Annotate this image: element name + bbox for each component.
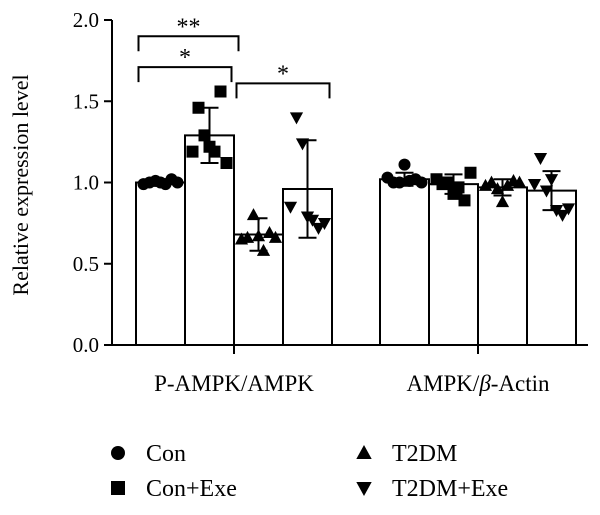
data-point: [555, 209, 570, 222]
data-point: [220, 157, 233, 169]
data-point: [398, 158, 411, 171]
bar: [233, 233, 284, 346]
bar: [379, 178, 430, 346]
square-marker-icon: [111, 481, 125, 495]
y-tick-label: 0.0: [73, 333, 99, 357]
data-point: [452, 181, 465, 194]
legend-label: Con: [146, 441, 186, 467]
legend-label: T2DM+Exe: [392, 476, 508, 502]
data-point: [490, 182, 505, 195]
data-point: [305, 214, 320, 227]
data-point: [311, 222, 326, 235]
data-point: [512, 175, 527, 188]
bar: [477, 186, 528, 346]
data-point: [484, 175, 499, 188]
data-point: [295, 138, 310, 151]
data-point: [478, 178, 493, 191]
data-point: [240, 230, 255, 243]
x-tick-label-part: -Actin: [491, 371, 550, 396]
data-point: [533, 153, 548, 166]
data-point: [458, 194, 471, 207]
significance-bracket: [235, 82, 331, 99]
y-tick-label: 0.5: [73, 252, 99, 276]
significance-label: **: [177, 14, 201, 40]
legend-item: Con: [111, 441, 186, 467]
circle-marker-icon: [111, 446, 125, 460]
data-point: [415, 176, 428, 189]
x-tick-label: P-AMPK/AMPK: [154, 371, 314, 396]
data-point: [283, 201, 298, 214]
significance-bracket: [137, 66, 233, 83]
legend-item: T2DM: [356, 441, 457, 467]
data-point: [246, 208, 261, 221]
x-tick-label: AMPK/β-Actin: [406, 371, 550, 396]
y-tick-label: 2.0: [73, 8, 99, 32]
significance-label: *: [179, 45, 191, 71]
y-axis: 0.0 0.5 1.0 1.5 2.0: [73, 8, 113, 357]
data-point: [198, 129, 211, 142]
y-tick-label: 1.0: [73, 171, 99, 195]
data-point: [442, 176, 455, 189]
plot-area: ****: [135, 14, 577, 346]
y-axis-label: Relative expression level: [8, 74, 33, 295]
data-point: [214, 85, 227, 98]
data-point: [192, 101, 205, 114]
y-tick-label: 1.5: [73, 89, 99, 113]
data-point: [561, 203, 576, 216]
significance-bracket: [137, 35, 240, 52]
x-tick-label-part: AMPK/: [406, 371, 479, 396]
data-point: [171, 176, 184, 189]
bar: [184, 134, 235, 346]
bar: [526, 189, 577, 346]
data-point: [289, 112, 304, 125]
bar: [135, 181, 186, 346]
data-point: [262, 225, 277, 238]
legend-item: T2DM+Exe: [356, 476, 508, 502]
data-point: [464, 166, 477, 179]
x-tick-label-part: P-AMPK/AMPK: [154, 371, 314, 396]
triangledown-marker-icon: [356, 482, 372, 497]
x-tick-label-italic: β: [478, 371, 491, 396]
legend-item: Con+Exe: [111, 476, 237, 502]
data-point: [500, 178, 515, 191]
data-point: [527, 179, 542, 192]
data-point: [268, 230, 283, 243]
data-point: [495, 195, 510, 208]
data-point: [317, 218, 332, 231]
legend-label: Con+Exe: [146, 476, 237, 502]
legend: Con Con+Exe T2DM T2DM+Exe: [111, 441, 508, 502]
data-point: [208, 145, 221, 158]
data-point: [186, 145, 199, 158]
bar: [428, 183, 479, 346]
data-point: [539, 185, 554, 198]
triangleup-marker-icon: [356, 444, 372, 459]
legend-label: T2DM: [392, 441, 457, 467]
x-axis: P-AMPK/AMPK AMPK/β-Actin: [112, 344, 588, 396]
significance-label: *: [277, 61, 289, 87]
